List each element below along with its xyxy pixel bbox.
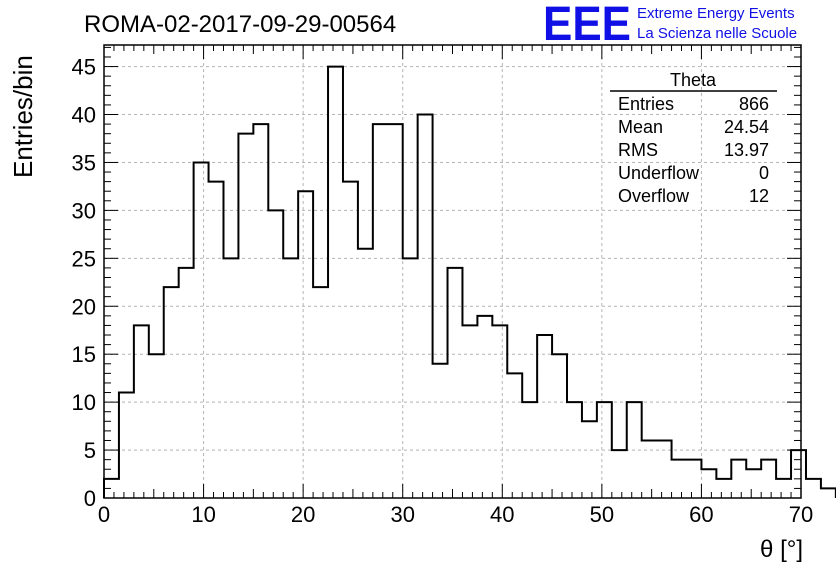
logo-line1: Extreme Energy Events: [637, 5, 795, 22]
x-tick-label: 0: [98, 502, 110, 527]
x-tick-labels: 0 10 20 30 40 50 60 70: [98, 502, 813, 527]
stats-value: 12: [749, 186, 769, 206]
chart-title: ROMA-02-2017-09-29-00564: [84, 11, 396, 38]
stats-label: Underflow: [618, 163, 700, 183]
stats-value: 0: [759, 163, 769, 183]
stats-label: Entries: [618, 94, 674, 114]
y-axis-label: Entries/bin: [8, 55, 38, 178]
logo-mark: EEE: [543, 0, 631, 51]
stats-value: 24.54: [724, 117, 769, 137]
x-tick-label: 10: [191, 502, 215, 527]
y-tick-label: 0: [84, 486, 96, 511]
y-tick-label: 15: [72, 342, 96, 367]
y-tick-label: 5: [84, 438, 96, 463]
y-tick-label: 30: [72, 198, 96, 223]
stats-title: Theta: [670, 70, 717, 90]
stats-label: Overflow: [618, 186, 690, 206]
logo-line2: La Scienza nelle Scuole: [637, 25, 797, 42]
x-axis-label: θ [°]: [760, 536, 803, 563]
x-tick-label: 30: [390, 502, 414, 527]
stats-label: RMS: [618, 140, 658, 160]
y-tick-label: 20: [72, 294, 96, 319]
y-tick-labels: 0 5 10 15 20 25 30 35 40 45: [72, 55, 96, 511]
x-tick-label: 70: [789, 502, 813, 527]
stats-label: Mean: [618, 117, 663, 137]
x-tick-label: 40: [490, 502, 514, 527]
histogram-line: [103, 65, 836, 498]
eee-logo: EEE Extreme Energy Events La Scienza nel…: [543, 0, 797, 51]
x-tick-label: 60: [689, 502, 713, 527]
y-tick-label: 35: [72, 150, 96, 175]
stats-value: 866: [739, 94, 769, 114]
x-tick-label: 20: [291, 502, 315, 527]
grid-lines: [104, 45, 801, 498]
x-tick-label: 50: [590, 502, 614, 527]
plot-frame: [103, 44, 802, 499]
stats-box: Theta Entries 866 Mean 24.54 RMS 13.97 Underfl…: [610, 70, 777, 206]
stats-value: 13.97: [724, 140, 769, 160]
y-tick-label: 25: [72, 246, 96, 271]
axis-ticks: [103, 45, 802, 499]
y-tick-label: 10: [72, 390, 96, 415]
y-tick-label: 40: [72, 103, 96, 128]
y-tick-label: 45: [72, 55, 96, 80]
